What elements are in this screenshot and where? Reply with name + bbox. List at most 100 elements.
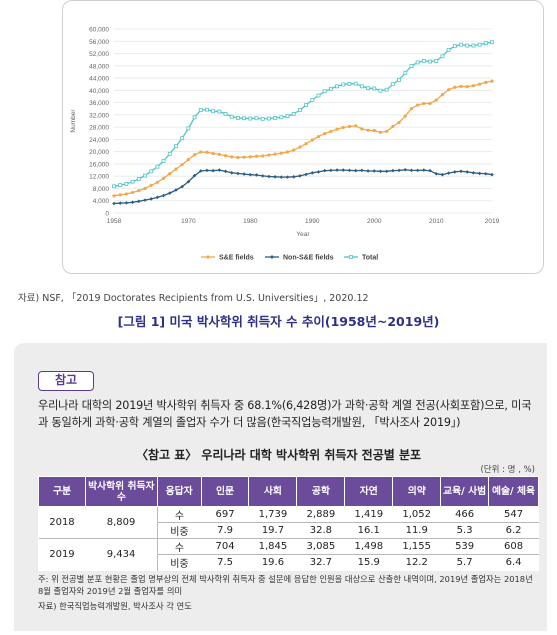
data-point: [415, 60, 420, 65]
data-point: [223, 169, 228, 174]
data-point: [316, 170, 321, 174]
data-point: [217, 152, 221, 157]
legend-label: S&E fields: [219, 255, 254, 262]
data-point: [186, 126, 191, 131]
data-point: [248, 116, 253, 121]
data-point: [316, 135, 321, 139]
data-point: [118, 183, 123, 187]
data-point: [261, 154, 265, 158]
data-point: [285, 175, 290, 179]
row-total: 8,809: [85, 506, 158, 539]
table-row: 비중 7.9 19.7 32.8 16.1 11.9 5.3 6.2: [39, 522, 539, 539]
data-point: [248, 172, 253, 177]
data-point: [279, 175, 284, 179]
data-point: [391, 124, 395, 129]
cell-value: 704: [201, 538, 249, 555]
y-tick-label: 28,000: [89, 125, 109, 132]
data-point: [260, 174, 265, 178]
data-point: [211, 109, 216, 114]
data-point: [446, 47, 451, 52]
data-point: [229, 114, 234, 119]
data-point: [211, 151, 215, 156]
data-point: [452, 44, 457, 49]
data-point: [130, 190, 135, 195]
data-point: [459, 42, 463, 47]
y-tick-label: 4,000: [93, 198, 110, 205]
data-point: [310, 171, 315, 175]
data-point: [180, 162, 184, 167]
data-point: [360, 127, 364, 131]
data-point: [328, 86, 333, 91]
major-distribution-table: 구분 박사학위 취득자 수 응답자 인문 사회 공학 자연 의약 교육/ 사범 …: [38, 476, 539, 571]
data-point: [471, 84, 476, 88]
y-tick-label: 0: [105, 211, 109, 218]
data-point: [304, 142, 308, 146]
data-point: [298, 174, 302, 178]
row-label: 비중: [156, 554, 202, 571]
data-point: [229, 171, 234, 175]
data-point: [292, 148, 296, 152]
data-point: [335, 84, 339, 89]
data-point: [353, 81, 358, 86]
data-point: [273, 152, 277, 156]
cell-value: 32.8: [296, 522, 345, 539]
y-tick-label: 36,000: [89, 100, 109, 107]
data-point: [279, 151, 283, 155]
data-point: [354, 124, 358, 128]
data-point: [205, 107, 209, 112]
data-point: [341, 82, 346, 87]
data-point: [254, 154, 259, 158]
data-point: [217, 168, 222, 172]
data-point: [242, 116, 247, 121]
data-point: [192, 153, 197, 157]
cell-value: 1,419: [344, 506, 393, 523]
legend-label: Total: [362, 255, 378, 262]
cell-value: 1,845: [248, 538, 297, 555]
cell-value: 466: [440, 506, 489, 523]
cell-value: 19.6: [248, 554, 297, 571]
data-point: [477, 171, 482, 176]
legend-marker: [270, 255, 274, 259]
cell-value: 6.2: [488, 522, 539, 539]
data-point: [316, 93, 321, 98]
y-tick-label: 60,000: [89, 27, 109, 34]
cell-value: 7.9: [201, 522, 249, 539]
data-point: [155, 180, 159, 184]
data-point: [279, 115, 284, 120]
data-point: [422, 168, 426, 172]
x-tick-label: 1970: [181, 218, 196, 225]
data-point: [291, 112, 296, 116]
header-humanities: 인문: [200, 476, 250, 507]
data-point: [322, 89, 327, 94]
data-point: [236, 171, 240, 176]
data-point: [378, 130, 383, 134]
data-point: [155, 164, 160, 169]
data-point: [180, 136, 185, 141]
data-point: [403, 167, 408, 172]
data-point: [167, 151, 172, 156]
data-point: [465, 43, 470, 48]
data-point: [186, 158, 190, 162]
row-year: 2018: [38, 506, 86, 539]
cell-value: 1,498: [344, 538, 393, 555]
y-tick-label: 44,000: [89, 76, 109, 83]
x-tick-label: 1980: [243, 218, 258, 225]
data-point: [267, 174, 271, 179]
data-point: [366, 86, 370, 91]
data-point: [384, 87, 389, 92]
data-point: [205, 168, 209, 173]
y-tick-label: 48,000: [89, 63, 109, 70]
data-point: [378, 169, 383, 174]
data-point: [161, 193, 166, 198]
y-tick-label: 12,000: [89, 174, 109, 181]
legend-label: Non-S&E fields: [283, 255, 334, 262]
data-point: [242, 155, 246, 159]
data-point: [391, 168, 395, 173]
data-point: [130, 179, 135, 184]
cell-value: 32.7: [296, 554, 345, 571]
data-point: [205, 150, 209, 154]
data-point: [465, 85, 469, 89]
data-point: [124, 181, 129, 186]
data-point: [434, 171, 439, 176]
data-point: [149, 183, 153, 187]
